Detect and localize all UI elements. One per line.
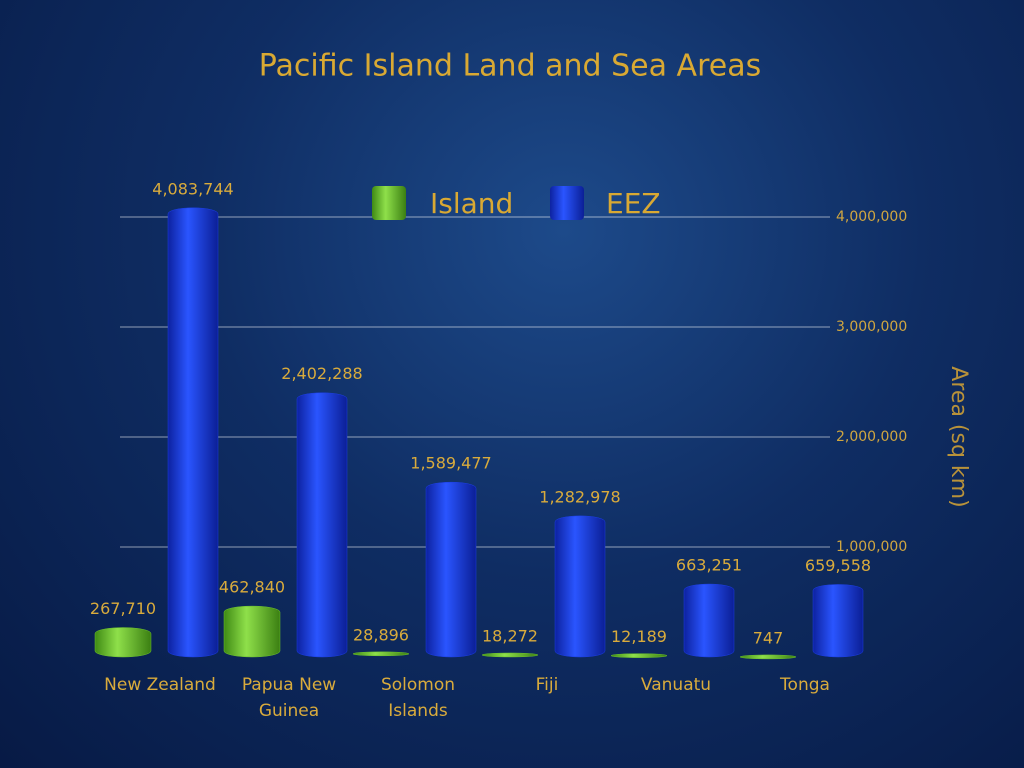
x-tick-label: Fiji (535, 675, 559, 695)
data-label: 747 (753, 628, 784, 647)
bar (739, 654, 797, 660)
bar (610, 653, 668, 658)
data-label: 28,896 (353, 625, 409, 644)
x-tick-label: Tonga (780, 675, 830, 695)
y-tick-label: 2,000,000 (836, 429, 907, 445)
bar (352, 651, 410, 657)
legend-label: EEZ (606, 187, 661, 220)
data-label: 267,710 (90, 599, 156, 618)
data-label: 1,282,978 (539, 487, 620, 506)
bar (554, 515, 606, 658)
bar (425, 481, 477, 658)
x-tick-label: Vanuatu (640, 675, 712, 695)
chart-title: Pacific Island Land and Sea Areas (259, 49, 761, 84)
x-tick-label: New Zealand (104, 675, 216, 695)
x-tick-label: Solomon Islands (380, 675, 456, 721)
data-label: 663,251 (676, 556, 742, 575)
data-label: 2,402,288 (281, 364, 362, 383)
data-label: 462,840 (219, 578, 285, 597)
bar (812, 584, 864, 658)
data-label: 1,589,477 (410, 454, 491, 473)
y-tick-label: 4,000,000 (836, 209, 907, 225)
legend-swatch (372, 186, 406, 220)
data-label: 4,083,744 (152, 179, 233, 198)
bar (296, 392, 348, 658)
bar (683, 583, 735, 658)
data-label: 18,272 (482, 626, 538, 645)
x-tick-label: Papua New Guinea (241, 675, 337, 721)
bar (94, 627, 152, 658)
legend-swatch (550, 186, 584, 220)
bar (481, 652, 539, 658)
data-label: 659,558 (805, 556, 871, 575)
y-axis-label: Area (sq km) (946, 366, 971, 507)
y-tick-label: 3,000,000 (836, 319, 907, 335)
data-label: 12,189 (611, 627, 667, 646)
legend-label: Island (430, 187, 513, 220)
y-tick-label: 1,000,000 (836, 539, 907, 555)
bar (223, 605, 281, 658)
bar (167, 207, 219, 658)
